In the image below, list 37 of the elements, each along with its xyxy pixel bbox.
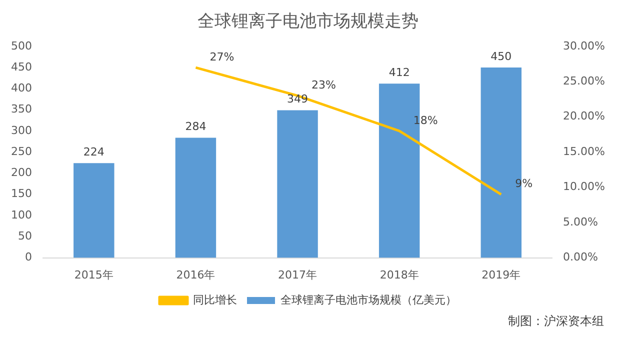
data-label: 284 bbox=[185, 120, 206, 134]
y2-tick-label: 5.00% bbox=[563, 215, 598, 228]
y-tick-label: 0 bbox=[24, 250, 32, 264]
x-tick-label: 2017年 bbox=[278, 268, 318, 282]
y-tick-label: 450 bbox=[10, 60, 32, 74]
y-tick-label: 250 bbox=[10, 144, 32, 158]
x-tick-label: 2015年 bbox=[74, 268, 114, 282]
x-tick-label: 2018年 bbox=[380, 268, 419, 282]
data-label: 27% bbox=[210, 50, 234, 64]
text: 制图：沪深资本组 bbox=[508, 314, 604, 328]
data-label: 224 bbox=[83, 145, 104, 158]
y-tick-label: 100 bbox=[10, 208, 32, 222]
y-tick-label: 500 bbox=[10, 39, 32, 52]
y2-tick-label: 25.00% bbox=[563, 74, 606, 88]
x-tick-label: 2016年 bbox=[176, 268, 216, 282]
y2-tick-label: 20.00% bbox=[563, 110, 606, 123]
chart-title: 全球锂离子电池市场规模走势 bbox=[198, 12, 418, 32]
bar bbox=[277, 110, 318, 258]
x-tick-label: 2019年 bbox=[482, 268, 521, 282]
bar bbox=[175, 138, 216, 258]
y-tick-label: 350 bbox=[10, 102, 32, 116]
data-label: 349 bbox=[287, 92, 308, 106]
legend-label: 全球锂离子电池市场规模（亿美元） bbox=[280, 293, 456, 306]
y2-tick-label: 30.00% bbox=[563, 39, 606, 52]
y-tick-label: 200 bbox=[10, 166, 32, 180]
data-label: 412 bbox=[388, 66, 410, 79]
y2-tick-label: 15.00% bbox=[563, 144, 606, 158]
data-label: 23% bbox=[312, 78, 336, 92]
y-tick-label: 400 bbox=[10, 82, 32, 95]
y-tick-label: 300 bbox=[10, 124, 32, 137]
y-tick-label: 50 bbox=[18, 230, 32, 243]
y2-tick-label: 0.00% bbox=[563, 250, 598, 264]
data-label: 450 bbox=[490, 50, 512, 63]
y2-tick-label: 10.00% bbox=[563, 180, 606, 194]
legend-label: 同比增长 bbox=[193, 293, 237, 306]
bar bbox=[74, 163, 114, 258]
y-tick-label: 150 bbox=[10, 187, 32, 200]
